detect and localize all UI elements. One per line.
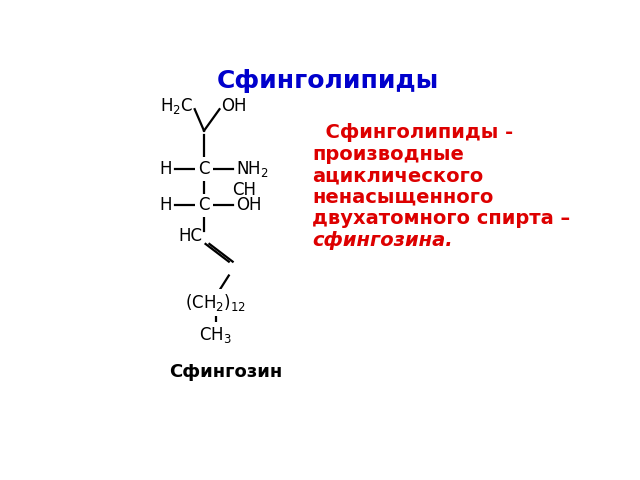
Text: Сфинголипиды: Сфинголипиды (217, 69, 439, 93)
Text: ненасыщенного: ненасыщенного (312, 188, 494, 207)
Text: двухатомного спирта –: двухатомного спирта – (312, 209, 571, 228)
Text: OH: OH (236, 196, 261, 215)
Text: сфингозина.: сфингозина. (312, 231, 453, 250)
Text: C: C (198, 160, 210, 178)
Text: H$_2$C: H$_2$C (160, 96, 193, 116)
Text: Сфингозин: Сфингозин (169, 363, 282, 381)
Text: CH$_3$: CH$_3$ (199, 325, 232, 345)
Text: H: H (160, 160, 172, 178)
Text: ациклического: ациклического (312, 166, 484, 185)
Text: Сфинголипиды -: Сфинголипиды - (312, 123, 514, 142)
Text: CH: CH (232, 181, 256, 199)
Text: производные: производные (312, 144, 465, 164)
Text: H: H (160, 196, 172, 215)
Text: C: C (198, 196, 210, 215)
Text: NH$_2$: NH$_2$ (236, 159, 269, 179)
Text: HC: HC (179, 227, 202, 245)
Text: (CH$_2$)$_{12}$: (CH$_2$)$_{12}$ (185, 292, 246, 313)
Text: OH: OH (221, 97, 246, 115)
